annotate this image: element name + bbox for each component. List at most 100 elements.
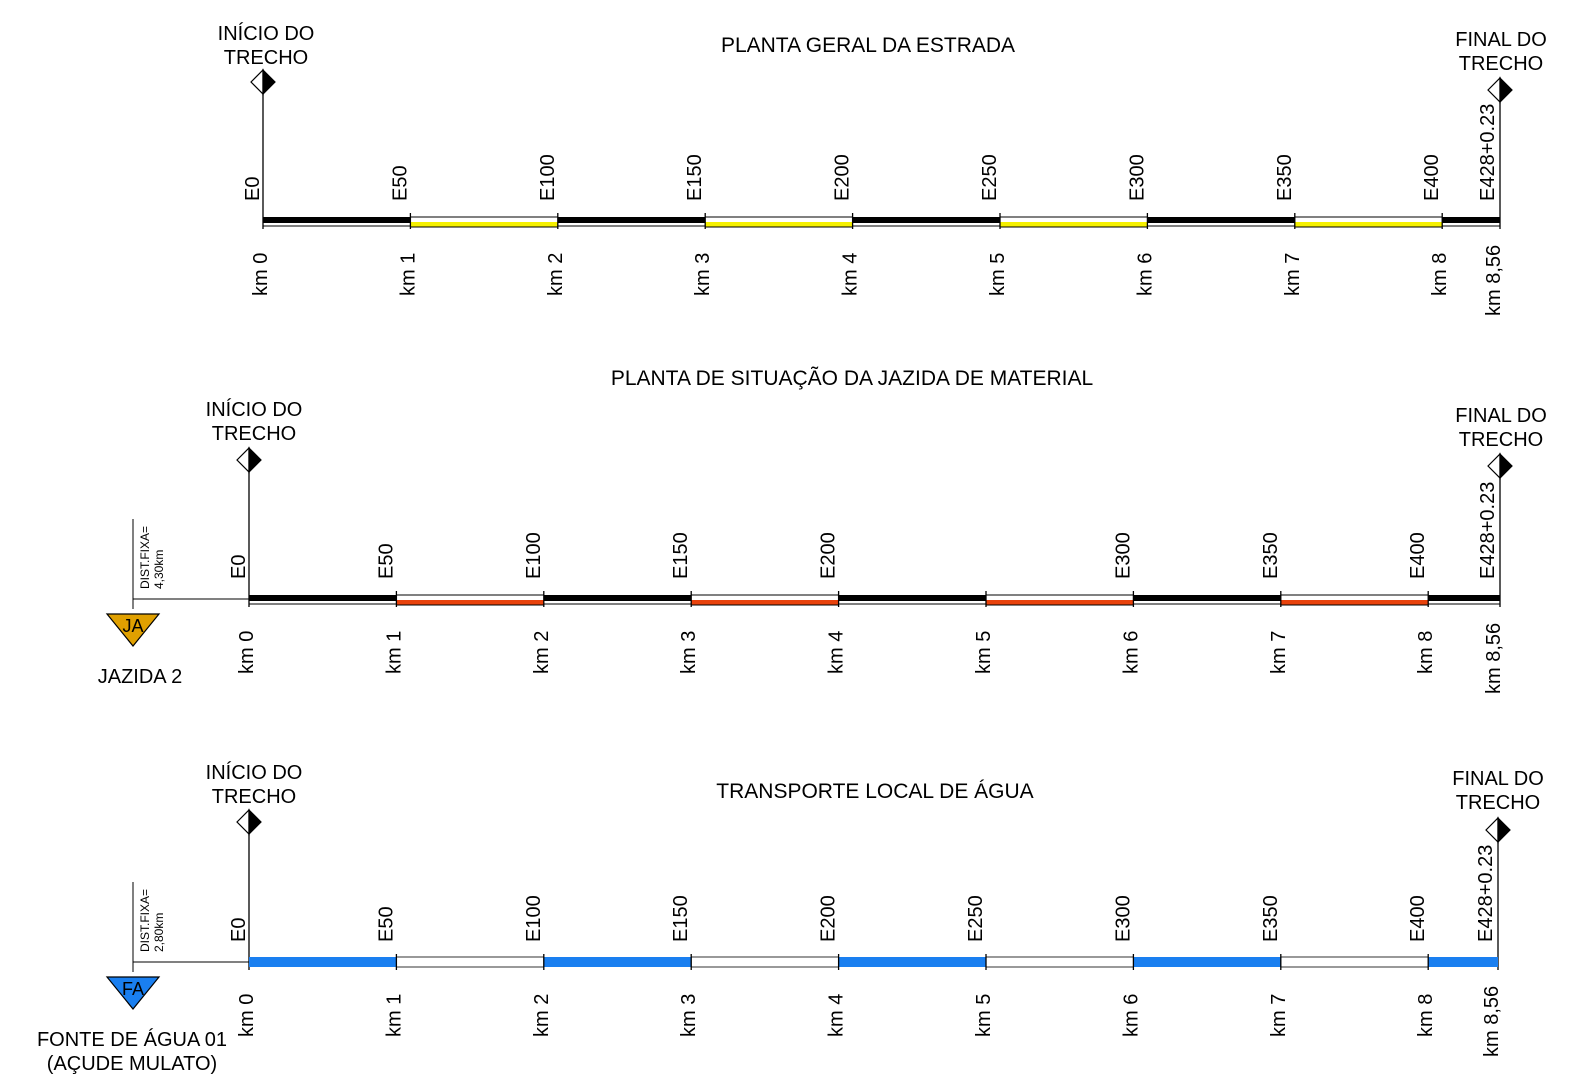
station-label: E0 [242,177,264,201]
start-flag-right [248,446,262,474]
start-label: INÍCIO DO [218,22,315,45]
end-flag-right [1499,76,1513,104]
source-marker [105,613,161,647]
start-flag-left [250,68,264,96]
km-label: km 2 [545,253,567,296]
end-station-label: E428+0.23 [1475,845,1497,942]
start-flag-left [236,808,250,836]
km-label: km 3 [678,631,700,674]
dist-label: DIST.FIXA= [138,526,152,589]
km-label: km 7 [1282,253,1304,296]
source-name: (AÇUDE MULATO) [47,1053,217,1075]
km-label: km 4 [840,253,862,296]
station-label: E200 [832,154,854,201]
panel-planta-geral: PLANTA GERAL DA ESTRADA INÍCIO DO TRECHOFI… [218,22,1547,316]
band-segment [1280,956,1429,968]
panel-title: PLANTA GERAL DA ESTRADA [721,34,1015,57]
km-label: km 4 [826,631,848,674]
end-label: TRECHO [1459,53,1543,75]
band-segment [986,600,1134,605]
dist-value: 2,80km [152,913,166,952]
panel-title: TRANSPORTE LOCAL DE ÁGUA [716,780,1033,803]
end-flag-left [1485,816,1499,844]
end-label: TRECHO [1456,792,1540,814]
station-label: E200 [818,895,840,942]
band-segment [1280,600,1429,605]
km-label: km 0 [236,631,258,674]
station-label: E50 [389,165,411,201]
end-flag-right [1497,816,1511,844]
band-segment [1294,222,1443,227]
station-label: E200 [818,532,840,579]
source-name: JAZIDA 2 [98,666,182,688]
km-label: km 3 [678,994,700,1037]
band-segment [1428,957,1498,967]
panel-title: PLANTA DE SITUAÇÃO DA JAZIDA DE MATERIAL [611,366,1093,390]
band-segment [1428,595,1500,601]
km-label: km 6 [1120,631,1142,674]
km-label: km 7 [1268,631,1290,674]
band-segment [395,956,545,968]
station-label: E150 [670,532,692,579]
station-label: E0 [228,918,250,942]
km-label: km 4 [826,994,848,1037]
km-label: km 5 [973,994,995,1037]
source-marker-label: JA [122,616,143,636]
km-label: km 8 [1415,631,1437,674]
band-segment [249,595,397,601]
band-segment [557,217,706,223]
km-label: km 5 [973,631,995,674]
station-label: E150 [670,895,692,942]
start-label: INÍCIO DO [206,398,303,421]
band-segment [1442,217,1500,223]
end-station-label: E428+0.23 [1477,482,1499,579]
end-km-label: km 8,56 [1483,245,1505,316]
km-label: km 1 [383,994,405,1037]
band-segment [1133,957,1281,967]
km-label: km 8 [1429,253,1451,296]
band-segment [1000,222,1148,227]
km-label: km 2 [531,994,553,1037]
band-segment [543,957,692,967]
source-name: FONTE DE ÁGUA 01 [37,1028,227,1051]
band-segment [985,956,1134,968]
end-label: TRECHO [1459,429,1543,451]
km-label: km 7 [1268,994,1290,1037]
end-station-label: E428+0.23 [1477,104,1499,201]
station-label: E250 [979,154,1001,201]
band-segment [1147,217,1295,223]
km-label: km 2 [531,631,553,674]
station-label: E250 [965,895,987,942]
band-segment [705,222,853,227]
source-marker-label: FA [122,979,144,999]
start-label: TRECHO [212,423,296,445]
end-flag-left [1487,452,1501,480]
end-label: FINAL DO [1455,29,1547,51]
band-segment [852,217,1000,223]
end-km-label: km 8,56 [1483,623,1505,694]
end-km-label: km 8,56 [1481,986,1503,1057]
station-label: E400 [1407,895,1429,942]
station-label: E350 [1260,532,1282,579]
end-label: FINAL DO [1452,768,1544,790]
band-segment [838,595,986,601]
km-label: km 6 [1120,994,1142,1037]
station-label: E300 [1126,154,1148,201]
source-marker [105,976,161,1010]
station-label: E400 [1421,154,1443,201]
km-label: km 1 [383,631,405,674]
end-flag-left [1487,76,1501,104]
band-segment [263,217,411,223]
station-label: E350 [1260,895,1282,942]
start-flag-right [248,808,262,836]
start-flag-left [236,446,250,474]
dist-value: 4,30km [152,550,166,589]
km-label: km 8 [1415,994,1437,1037]
dist-label: DIST.FIXA= [138,889,152,952]
band-segment [249,957,397,967]
station-label: E400 [1407,532,1429,579]
band-segment [691,600,839,605]
